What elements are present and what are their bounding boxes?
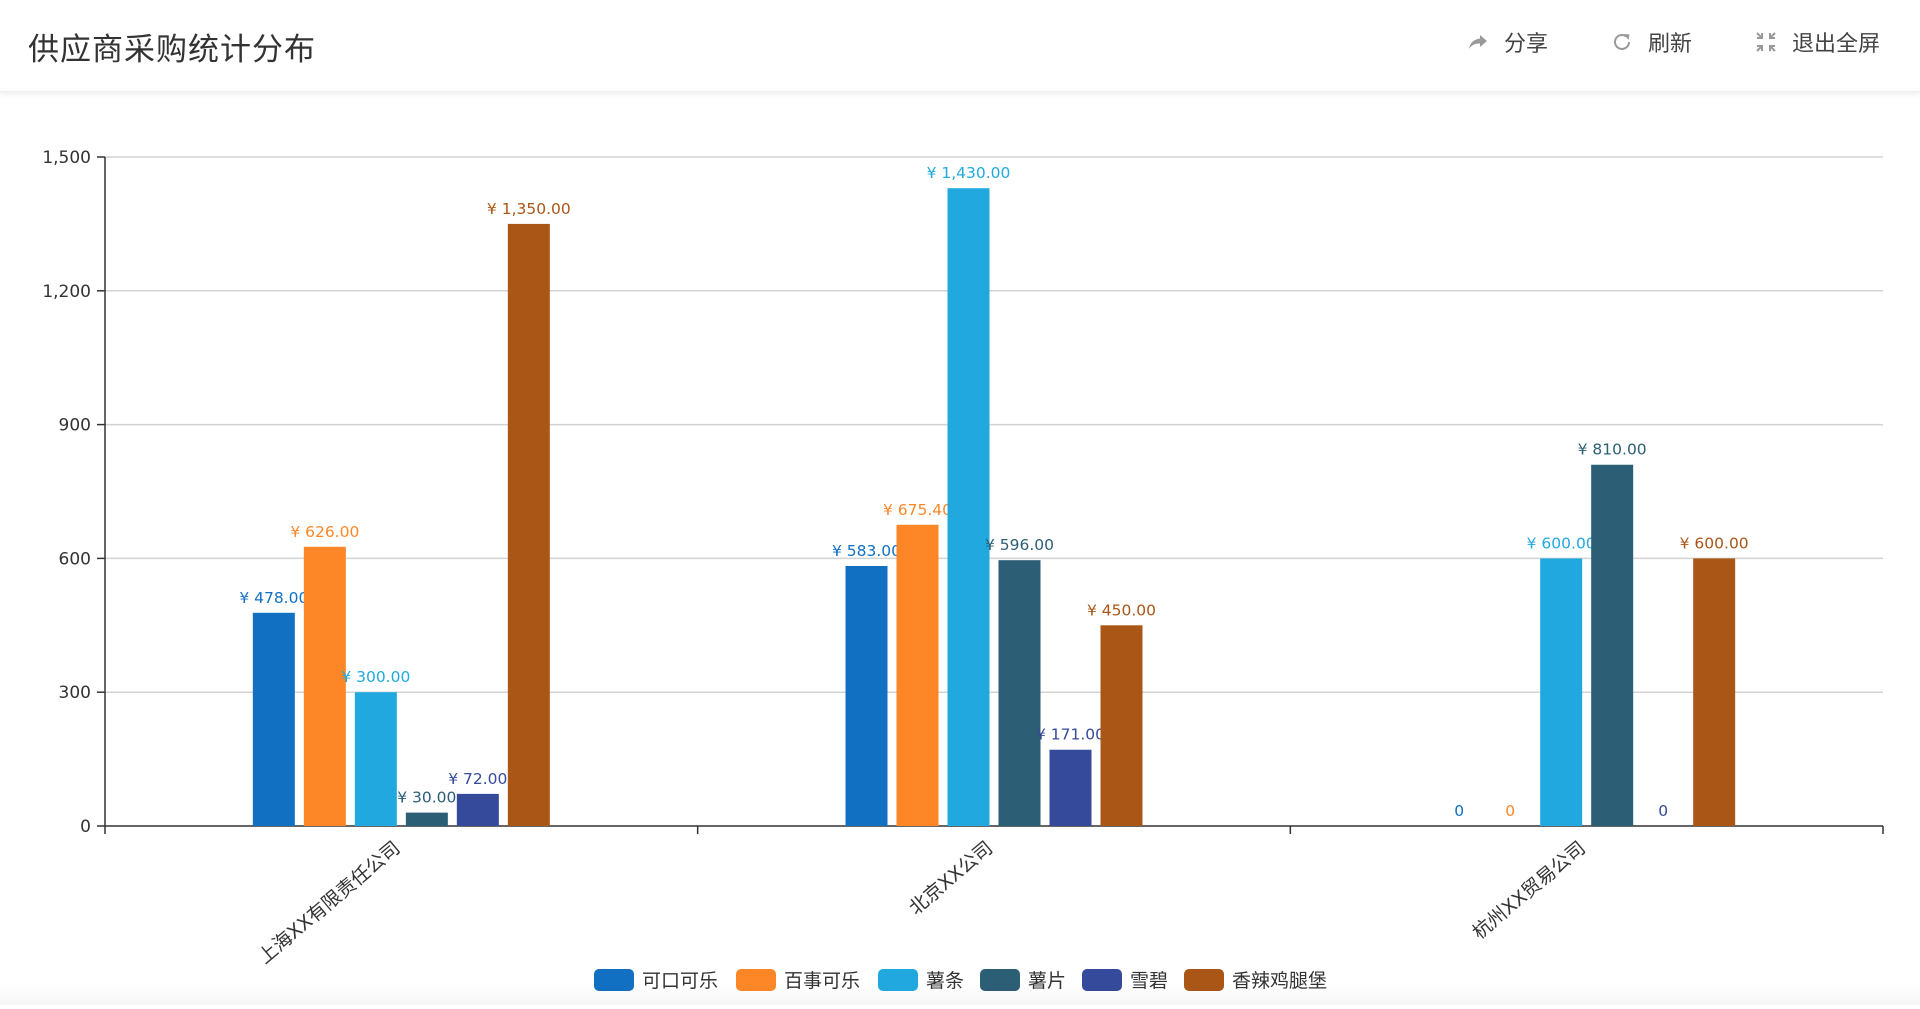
bar-value-label: 0 — [1658, 802, 1668, 820]
bar-chart: 0 300 600 900 1,200 1,500 ¥ 478.00 ¥ 626.00 ¥ 30… — [0, 92, 1920, 1005]
refresh-icon — [1610, 30, 1634, 54]
bar-value-label: ¥ 626.00 — [290, 523, 359, 541]
bar-value-label: ¥ 171.00 — [1036, 726, 1105, 744]
bar — [1050, 750, 1092, 826]
bar — [999, 560, 1041, 826]
y-tick-label: 900 — [59, 416, 91, 436]
bar-value-label: 0 — [1454, 802, 1464, 820]
bar-value-label: ¥ 30.00 — [397, 789, 456, 807]
bar-value-label: ¥ 300.00 — [341, 668, 410, 686]
y-tick-label: 1,200 — [42, 282, 91, 302]
bar-value-label: ¥ 1,350.00 — [487, 200, 571, 218]
x-tick-label: 北京XX公司 — [905, 837, 997, 919]
x-tick-label: 上海XX有限责任公司 — [254, 837, 405, 968]
y-tick-label: 0 — [80, 817, 91, 837]
page-title: 供应商采购统计分布 — [28, 24, 316, 69]
refresh-label: 刷新 — [1648, 26, 1692, 58]
bar-value-label: ¥ 478.00 — [239, 589, 308, 607]
bar — [457, 794, 499, 826]
bar — [948, 188, 990, 826]
x-tick-label: 杭州XX贸易公司 — [1468, 837, 1589, 944]
y-tick-label: 600 — [59, 549, 91, 569]
bar-value-label: 0 — [1505, 802, 1515, 820]
bar-value-label: ¥ 675.40 — [883, 501, 952, 519]
share-icon — [1466, 30, 1490, 54]
bar-value-label: ¥ 450.00 — [1087, 601, 1156, 619]
bar — [1101, 625, 1143, 826]
share-label: 分享 — [1504, 26, 1548, 58]
bar — [253, 613, 295, 826]
bar — [897, 525, 939, 826]
bar — [406, 813, 448, 826]
bar-value-label: ¥ 810.00 — [1578, 441, 1647, 459]
exit-fullscreen-icon — [1754, 30, 1778, 54]
y-tick-label: 1,500 — [42, 148, 91, 168]
header-actions: 分享 刷新 退出全屏 — [1466, 26, 1880, 58]
bar — [846, 566, 888, 826]
bar-value-label: ¥ 583.00 — [832, 542, 901, 560]
bar — [508, 224, 550, 826]
bar — [1540, 558, 1582, 826]
bar — [304, 547, 346, 826]
exit-fullscreen-label: 退出全屏 — [1792, 26, 1880, 58]
bar — [1693, 558, 1735, 826]
bar — [1591, 465, 1633, 826]
bar-value-label: ¥ 600.00 — [1527, 534, 1596, 552]
bottom-shadow — [0, 985, 1920, 1005]
share-button[interactable]: 分享 — [1466, 26, 1548, 58]
chart-container: 0 300 600 900 1,200 1,500 ¥ 478.00 ¥ 626.00 ¥ 30… — [0, 92, 1920, 1005]
bar-value-label: ¥ 1,430.00 — [927, 164, 1011, 182]
bar-value-label: ¥ 600.00 — [1680, 534, 1749, 552]
exit-fullscreen-button[interactable]: 退出全屏 — [1754, 26, 1880, 58]
bar — [355, 692, 397, 826]
y-tick-label: 300 — [59, 683, 91, 703]
refresh-button[interactable]: 刷新 — [1610, 26, 1692, 58]
bar-value-label: ¥ 596.00 — [985, 536, 1054, 554]
header-bar: 供应商采购统计分布 分享 刷新 退出全屏 — [0, 0, 1920, 92]
bar-value-label: ¥ 72.00 — [448, 770, 507, 788]
